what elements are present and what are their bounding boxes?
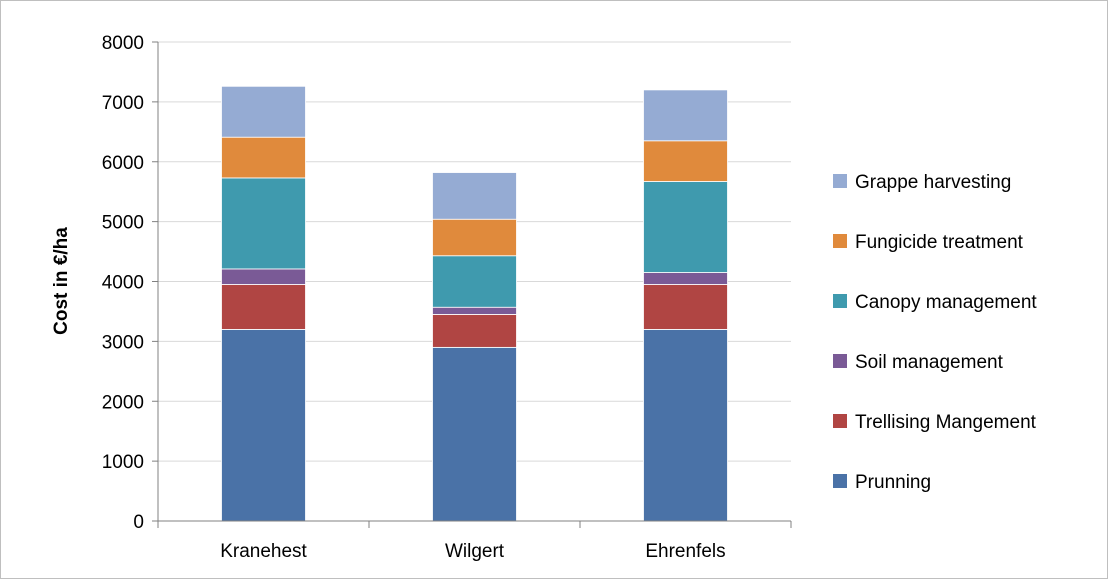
bar-segment xyxy=(432,172,517,220)
y-tick-label: 6000 xyxy=(102,153,144,174)
x-category-label: Kranehest xyxy=(220,541,307,562)
bar-segment xyxy=(221,284,306,330)
legend-swatch xyxy=(833,414,847,428)
x-category-label: Ehrenfels xyxy=(645,541,725,562)
legend-label: Canopy management xyxy=(855,292,1037,313)
y-tick-label: 1000 xyxy=(102,452,144,473)
legend-swatch xyxy=(833,474,847,488)
bar-segment xyxy=(432,218,517,257)
legend-swatch xyxy=(833,354,847,368)
bar-segment xyxy=(643,272,728,285)
bar-segment xyxy=(643,181,728,273)
y-tick-label: 3000 xyxy=(102,332,144,353)
y-tick-label: 7000 xyxy=(102,93,144,114)
bar-segment xyxy=(643,328,728,522)
x-category-labels: Kranehest Wilgert Ehrenfels xyxy=(220,541,725,562)
y-tick-label: 0 xyxy=(133,512,144,533)
y-tick-label: 5000 xyxy=(102,213,144,234)
legend-swatch xyxy=(833,294,847,308)
bar-segment xyxy=(643,140,728,182)
bar-segment xyxy=(432,314,517,348)
legend-label: Soil management xyxy=(855,352,1004,373)
legend-swatch xyxy=(833,174,847,188)
legend-label: Grappe harvesting xyxy=(855,172,1011,193)
legend: Grappe harvesting Fungicide treatment Cano… xyxy=(833,172,1037,493)
x-category-label: Wilgert xyxy=(445,541,505,562)
y-tick-label: 8000 xyxy=(102,33,144,54)
legend-label: Fungicide treatment xyxy=(855,232,1024,253)
bar-segment xyxy=(643,89,728,142)
y-axis-title: Cost in €/ha xyxy=(51,227,72,335)
bars xyxy=(221,85,728,522)
legend-label: Trellising Mangement xyxy=(855,412,1037,433)
bar-segment xyxy=(221,177,306,270)
bar-segment xyxy=(432,255,517,308)
bar-segment xyxy=(221,85,306,138)
y-tick-label: 2000 xyxy=(102,392,144,413)
bar-segment xyxy=(432,346,517,522)
bar-segment xyxy=(221,136,306,179)
bar-segment xyxy=(643,284,728,330)
bar-segment xyxy=(221,328,306,522)
y-tick-label: 4000 xyxy=(102,273,144,294)
bar-segment xyxy=(432,306,517,315)
axes xyxy=(152,41,792,528)
legend-swatch xyxy=(833,234,847,248)
legend-label: Prunning xyxy=(855,472,931,493)
y-tick-labels: 0 1000 2000 3000 4000 5000 6000 7000 8000 xyxy=(102,33,144,533)
bar-segment xyxy=(221,268,306,285)
